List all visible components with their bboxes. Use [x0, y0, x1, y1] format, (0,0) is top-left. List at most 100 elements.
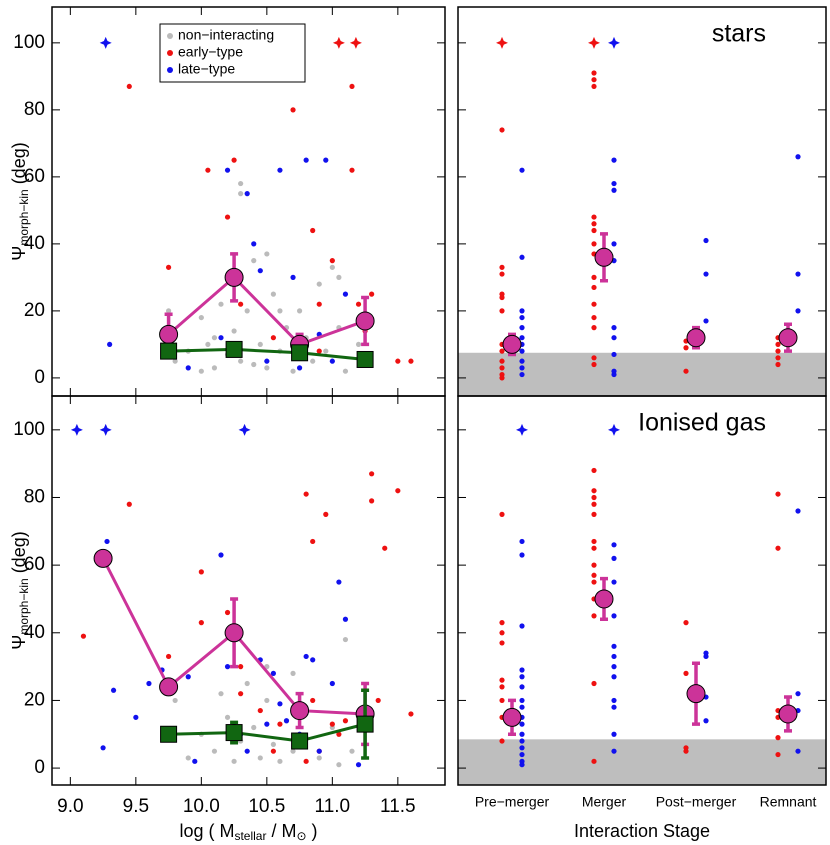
y-tick-label: 80 [24, 486, 45, 507]
point [329, 721, 335, 727]
point [224, 714, 231, 720]
point [316, 281, 322, 287]
mean-marker [686, 328, 706, 348]
label-part: Ψ [9, 635, 29, 650]
point [703, 718, 709, 724]
label-part: (deg) [9, 142, 29, 189]
limit-point [70, 423, 83, 436]
point [611, 664, 617, 670]
point [290, 274, 296, 280]
point [336, 731, 342, 737]
point [244, 308, 250, 314]
point [591, 284, 597, 291]
point [683, 620, 689, 626]
mean-marker [356, 715, 374, 733]
mean-marker [686, 684, 706, 704]
point [591, 314, 597, 321]
point [264, 358, 270, 364]
point [277, 721, 283, 727]
point [342, 291, 349, 297]
point [264, 251, 270, 257]
mean-marker [160, 725, 178, 743]
point [277, 701, 283, 707]
point [238, 691, 244, 697]
panel-frame [457, 395, 827, 786]
point [611, 579, 617, 585]
point [499, 697, 505, 704]
mean-marker [502, 334, 522, 354]
point [611, 180, 617, 187]
mean-marker [778, 704, 798, 724]
point [499, 294, 505, 301]
point [342, 368, 349, 374]
legend-label: non−interacting [178, 27, 274, 43]
point [342, 616, 349, 622]
point [519, 365, 525, 371]
point [296, 308, 303, 314]
point [316, 748, 322, 754]
label-part: Interaction Stage [574, 821, 710, 841]
point [499, 271, 505, 277]
mean-marker [225, 724, 243, 742]
point [310, 657, 316, 663]
point [369, 498, 375, 504]
point [519, 325, 525, 331]
label-part: stellar [234, 829, 266, 843]
point [336, 579, 342, 585]
x-axis-label: Interaction Stage [574, 821, 710, 841]
x-tick-label: 11.0 [315, 796, 351, 817]
point [185, 755, 191, 761]
point [369, 291, 375, 297]
mean-marker [159, 324, 179, 344]
point [499, 375, 505, 381]
point [224, 664, 231, 670]
point [211, 335, 218, 341]
point [185, 365, 191, 371]
x-tick-label: Pre−merger [475, 794, 550, 810]
point [795, 271, 801, 277]
point [795, 508, 801, 514]
point [591, 325, 597, 331]
point [290, 368, 296, 374]
point [591, 680, 597, 687]
point [290, 670, 296, 676]
point [611, 748, 617, 754]
x-tick-label: Remnant [760, 794, 817, 810]
point [775, 355, 781, 361]
label-part: Ψ [9, 246, 29, 261]
point [499, 738, 505, 744]
point [591, 361, 597, 368]
point [310, 538, 316, 545]
point [198, 569, 204, 575]
mean-marker [224, 267, 244, 287]
mean-marker [594, 247, 614, 267]
mean-marker [93, 548, 113, 568]
point [591, 221, 597, 227]
limit-point [516, 423, 528, 436]
point [342, 718, 349, 724]
point [591, 538, 597, 545]
point [316, 755, 322, 761]
label-part: morph−kin [17, 578, 31, 634]
point [349, 167, 355, 173]
y-tick-label: 100 [13, 419, 45, 440]
point [165, 308, 172, 314]
point [270, 291, 276, 297]
point [218, 301, 224, 307]
point [591, 77, 597, 83]
y-tick-label: 40 [24, 622, 45, 643]
x-tick-label: Post−merger [656, 794, 737, 810]
point [499, 365, 505, 371]
point [775, 735, 781, 741]
x-tick-label: 10.0 [183, 796, 220, 817]
annotation: stars [712, 20, 766, 48]
point [310, 697, 316, 704]
point [499, 511, 505, 517]
x-tick-label: 11.5 [380, 796, 416, 817]
point [355, 762, 362, 768]
point [611, 653, 617, 660]
point [283, 718, 290, 724]
point [329, 358, 335, 364]
point [519, 371, 525, 378]
point [329, 680, 335, 687]
